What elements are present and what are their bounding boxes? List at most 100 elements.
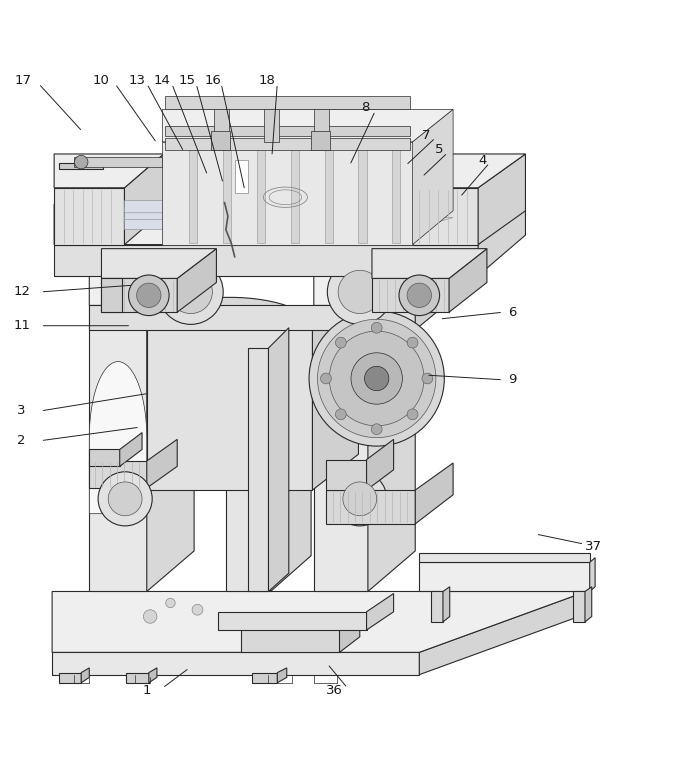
Polygon shape xyxy=(90,361,147,514)
Polygon shape xyxy=(52,591,587,652)
Text: 1: 1 xyxy=(143,684,151,698)
Polygon shape xyxy=(573,591,585,622)
Text: 3: 3 xyxy=(18,405,26,417)
Text: 7: 7 xyxy=(422,129,430,142)
Polygon shape xyxy=(126,673,149,683)
Circle shape xyxy=(351,353,403,405)
Circle shape xyxy=(136,283,161,307)
Bar xyxy=(263,100,278,109)
Ellipse shape xyxy=(309,310,444,446)
Circle shape xyxy=(371,322,382,333)
Circle shape xyxy=(327,260,392,325)
Polygon shape xyxy=(277,668,287,683)
Circle shape xyxy=(407,283,431,307)
Polygon shape xyxy=(218,612,367,630)
Polygon shape xyxy=(589,557,595,591)
Bar xyxy=(165,126,410,136)
Bar xyxy=(311,131,330,150)
Polygon shape xyxy=(162,109,453,142)
Polygon shape xyxy=(372,249,487,278)
Circle shape xyxy=(335,409,346,419)
Text: 6: 6 xyxy=(508,306,516,319)
Polygon shape xyxy=(478,154,526,245)
Text: 15: 15 xyxy=(179,74,196,88)
Polygon shape xyxy=(90,265,194,306)
Text: 10: 10 xyxy=(93,74,110,88)
Polygon shape xyxy=(226,351,270,591)
Circle shape xyxy=(320,373,331,384)
Bar xyxy=(165,96,410,109)
Circle shape xyxy=(371,424,382,434)
Polygon shape xyxy=(413,109,453,245)
Polygon shape xyxy=(413,188,478,245)
Circle shape xyxy=(407,409,418,419)
Bar xyxy=(359,145,367,243)
Polygon shape xyxy=(372,278,449,312)
Polygon shape xyxy=(90,306,147,591)
Text: 18: 18 xyxy=(259,74,276,88)
Polygon shape xyxy=(147,328,312,490)
Polygon shape xyxy=(90,306,416,330)
Bar xyxy=(215,100,230,109)
Polygon shape xyxy=(124,217,453,230)
Ellipse shape xyxy=(329,331,424,426)
Bar xyxy=(59,163,103,169)
Polygon shape xyxy=(340,614,360,652)
Circle shape xyxy=(166,598,175,608)
Text: 13: 13 xyxy=(128,74,145,88)
Text: 5: 5 xyxy=(435,143,444,157)
Text: 11: 11 xyxy=(13,319,30,332)
Circle shape xyxy=(169,270,213,314)
Polygon shape xyxy=(420,562,589,591)
Polygon shape xyxy=(177,249,217,312)
Text: 16: 16 xyxy=(204,74,221,88)
Circle shape xyxy=(365,366,389,390)
Polygon shape xyxy=(147,439,177,488)
Bar xyxy=(291,145,299,243)
Polygon shape xyxy=(449,249,487,312)
Bar xyxy=(314,100,329,109)
Circle shape xyxy=(192,604,203,615)
Circle shape xyxy=(158,260,223,325)
Polygon shape xyxy=(81,668,90,683)
Bar xyxy=(325,145,333,243)
Circle shape xyxy=(335,337,346,348)
Polygon shape xyxy=(59,673,81,683)
Bar xyxy=(165,138,410,150)
Text: 8: 8 xyxy=(361,101,369,114)
Polygon shape xyxy=(101,278,177,312)
Text: 9: 9 xyxy=(508,373,516,387)
Polygon shape xyxy=(367,593,394,630)
Bar xyxy=(223,145,232,243)
Polygon shape xyxy=(147,297,312,328)
Circle shape xyxy=(338,270,382,314)
Circle shape xyxy=(343,482,377,516)
Polygon shape xyxy=(270,316,311,591)
Polygon shape xyxy=(314,265,416,306)
Polygon shape xyxy=(120,433,142,466)
Polygon shape xyxy=(368,265,416,591)
Polygon shape xyxy=(478,204,526,276)
Text: 2: 2 xyxy=(18,434,26,447)
Polygon shape xyxy=(90,449,120,466)
Polygon shape xyxy=(252,673,277,683)
Circle shape xyxy=(128,275,169,316)
Polygon shape xyxy=(90,461,147,488)
Polygon shape xyxy=(312,292,359,490)
Polygon shape xyxy=(326,459,367,490)
Circle shape xyxy=(108,482,142,516)
Text: 14: 14 xyxy=(154,74,170,88)
Bar xyxy=(263,104,278,142)
Polygon shape xyxy=(249,348,268,591)
Circle shape xyxy=(75,155,88,169)
Polygon shape xyxy=(585,586,591,622)
Polygon shape xyxy=(416,269,461,330)
Polygon shape xyxy=(149,668,157,683)
Polygon shape xyxy=(420,553,589,562)
Bar xyxy=(392,145,401,243)
Ellipse shape xyxy=(318,319,436,437)
Polygon shape xyxy=(326,490,416,524)
Circle shape xyxy=(399,275,439,316)
Polygon shape xyxy=(54,245,478,276)
Text: 4: 4 xyxy=(479,154,487,166)
